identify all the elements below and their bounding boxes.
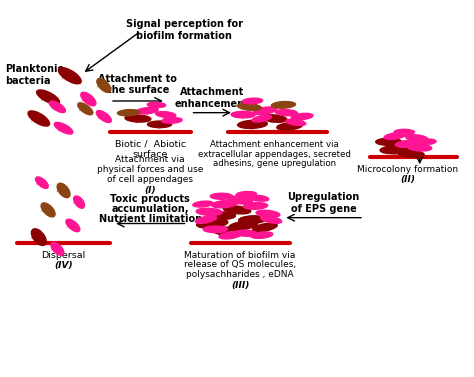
Text: Microcolony formation: Microcolony formation (357, 165, 458, 174)
Text: Upregulation
of EPS gene: Upregulation of EPS gene (288, 192, 360, 214)
Ellipse shape (193, 201, 213, 207)
Ellipse shape (228, 196, 253, 204)
Ellipse shape (28, 111, 50, 126)
Ellipse shape (286, 119, 306, 126)
Text: Dispersal: Dispersal (41, 251, 86, 260)
Ellipse shape (380, 146, 410, 154)
Text: adhesins, gene upregulation: adhesins, gene upregulation (213, 159, 336, 169)
Text: of cell appendages: of cell appendages (107, 175, 193, 184)
Text: Maturation of biofilm via: Maturation of biofilm via (184, 251, 296, 260)
Ellipse shape (219, 231, 243, 239)
Text: Signal perception for
biofilm formation: Signal perception for biofilm formation (126, 19, 243, 41)
Ellipse shape (397, 149, 424, 158)
Ellipse shape (136, 107, 158, 114)
Ellipse shape (252, 115, 272, 122)
Ellipse shape (208, 212, 236, 219)
Ellipse shape (256, 210, 280, 217)
Ellipse shape (147, 121, 172, 128)
Ellipse shape (36, 90, 60, 104)
Text: Nutrient limitation: Nutrient limitation (99, 214, 202, 224)
Text: Attachment to
the surface: Attachment to the surface (99, 74, 177, 95)
Ellipse shape (253, 223, 277, 232)
Ellipse shape (213, 227, 243, 235)
Ellipse shape (231, 111, 255, 118)
Ellipse shape (251, 232, 273, 238)
Ellipse shape (395, 140, 419, 147)
Text: accumulation,: accumulation, (111, 204, 189, 214)
Ellipse shape (212, 200, 237, 208)
Ellipse shape (66, 219, 80, 232)
Ellipse shape (291, 113, 313, 120)
Ellipse shape (260, 216, 282, 223)
Ellipse shape (244, 203, 268, 209)
Text: (I): (I) (145, 186, 156, 195)
Text: Attachment enhancement via: Attachment enhancement via (210, 140, 338, 149)
Ellipse shape (155, 112, 176, 118)
Ellipse shape (277, 123, 302, 130)
Ellipse shape (238, 216, 266, 224)
Ellipse shape (272, 101, 295, 108)
Ellipse shape (54, 123, 73, 134)
Ellipse shape (81, 92, 96, 106)
Ellipse shape (118, 110, 140, 116)
Ellipse shape (31, 229, 46, 245)
Text: extracellular appendages, secreted: extracellular appendages, secreted (198, 150, 351, 159)
Ellipse shape (196, 208, 222, 215)
Text: release of QS molecules,: release of QS molecules, (184, 261, 296, 270)
Text: Toxic products: Toxic products (110, 194, 190, 204)
Ellipse shape (406, 135, 428, 141)
Ellipse shape (36, 177, 48, 188)
Ellipse shape (394, 129, 414, 135)
Ellipse shape (408, 144, 432, 151)
Ellipse shape (41, 203, 55, 217)
Ellipse shape (237, 120, 267, 129)
Ellipse shape (242, 98, 263, 104)
Ellipse shape (78, 103, 93, 115)
Ellipse shape (203, 226, 228, 233)
Text: physical forces and use: physical forces and use (97, 165, 203, 174)
Ellipse shape (384, 133, 406, 139)
Ellipse shape (147, 102, 166, 107)
Ellipse shape (195, 216, 217, 223)
Ellipse shape (253, 107, 277, 115)
Ellipse shape (237, 103, 261, 110)
Text: Attachment via: Attachment via (116, 155, 185, 164)
Ellipse shape (376, 138, 402, 146)
Ellipse shape (96, 110, 111, 123)
Text: polysachharides , eDNA: polysachharides , eDNA (186, 270, 294, 279)
Ellipse shape (73, 196, 84, 208)
Ellipse shape (416, 139, 436, 145)
Text: Attachment
enhancement: Attachment enhancement (175, 87, 250, 109)
Ellipse shape (49, 101, 65, 113)
Ellipse shape (248, 195, 269, 201)
Ellipse shape (58, 67, 81, 84)
Text: (IV): (IV) (54, 261, 73, 270)
Ellipse shape (261, 115, 287, 122)
Ellipse shape (125, 115, 151, 122)
Ellipse shape (236, 192, 256, 197)
Text: (III): (III) (231, 280, 249, 290)
Ellipse shape (57, 183, 70, 198)
Text: Planktonic
bacteria: Planktonic bacteria (5, 64, 63, 86)
Ellipse shape (223, 206, 251, 214)
Ellipse shape (235, 230, 257, 236)
Ellipse shape (229, 221, 258, 230)
Ellipse shape (51, 242, 64, 255)
Ellipse shape (97, 78, 111, 92)
Ellipse shape (162, 118, 182, 123)
Ellipse shape (275, 110, 298, 116)
Text: (II): (II) (400, 175, 415, 184)
Text: Biotic /  Abiotic
surface: Biotic / Abiotic surface (115, 140, 186, 159)
Ellipse shape (197, 219, 228, 228)
Ellipse shape (210, 193, 233, 199)
